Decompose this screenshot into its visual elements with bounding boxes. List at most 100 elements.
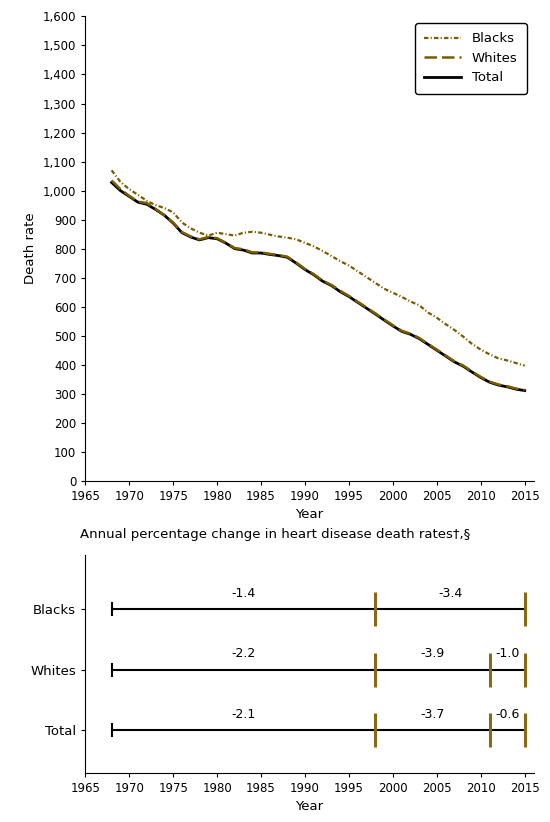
Blacks xyxy=(240,228,247,238)
Whites xyxy=(513,384,519,394)
Total xyxy=(389,321,396,330)
Total xyxy=(328,280,334,290)
Whites xyxy=(223,238,229,247)
Total xyxy=(117,186,124,196)
Line: Blacks: Blacks xyxy=(112,170,525,366)
Total xyxy=(249,248,256,258)
Whites xyxy=(284,252,291,261)
Whites xyxy=(389,321,396,330)
Total xyxy=(398,326,405,336)
Total xyxy=(363,303,370,313)
Total xyxy=(135,197,141,207)
Line: Whites: Whites xyxy=(112,181,525,390)
Total xyxy=(144,199,150,209)
Blacks xyxy=(170,207,177,217)
Whites xyxy=(416,333,422,343)
Y-axis label: Death rate: Death rate xyxy=(24,213,37,284)
Blacks xyxy=(345,261,352,270)
Blacks xyxy=(477,344,484,354)
Blacks xyxy=(328,251,334,261)
Blacks xyxy=(460,331,466,341)
Blacks xyxy=(161,203,168,213)
Text: Annual percentage change in heart disease death rates†,§: Annual percentage change in heart diseas… xyxy=(80,528,470,541)
Total xyxy=(302,265,309,275)
Whites xyxy=(293,257,300,267)
Total xyxy=(451,357,458,367)
Blacks xyxy=(433,313,440,323)
Whites xyxy=(108,176,115,186)
Total xyxy=(381,315,387,325)
Total xyxy=(214,233,221,243)
Whites xyxy=(126,191,133,201)
Whites xyxy=(363,302,370,312)
Blacks xyxy=(495,353,502,363)
Blacks xyxy=(389,288,396,298)
Total xyxy=(126,192,133,201)
Whites xyxy=(179,227,185,237)
Whites xyxy=(144,198,150,208)
Blacks xyxy=(205,231,212,241)
Whites xyxy=(258,247,265,257)
Blacks xyxy=(108,165,115,175)
Whites xyxy=(398,326,405,335)
Whites xyxy=(381,315,387,325)
Total xyxy=(170,218,177,228)
Whites xyxy=(442,350,449,360)
Total xyxy=(293,258,300,268)
Whites xyxy=(276,250,282,260)
Text: -3.9: -3.9 xyxy=(420,647,444,660)
Text: -2.2: -2.2 xyxy=(232,647,256,660)
Total xyxy=(232,244,238,254)
Blacks xyxy=(407,297,414,307)
Whites xyxy=(232,243,238,253)
Blacks xyxy=(126,184,133,194)
Blacks xyxy=(135,190,141,200)
Whites xyxy=(310,270,317,279)
Whites xyxy=(319,275,326,285)
Blacks xyxy=(117,177,124,187)
Blacks xyxy=(284,233,291,242)
Whites xyxy=(425,339,431,349)
Blacks xyxy=(451,325,458,335)
Blacks xyxy=(425,307,431,317)
X-axis label: Year: Year xyxy=(295,801,323,813)
Whites xyxy=(196,234,203,244)
Total xyxy=(337,287,343,297)
Blacks xyxy=(144,196,150,206)
Total xyxy=(310,270,317,279)
Total xyxy=(258,248,265,258)
Text: -3.7: -3.7 xyxy=(420,708,444,721)
Blacks xyxy=(188,224,194,233)
Blacks xyxy=(152,201,159,210)
Text: -0.6: -0.6 xyxy=(495,708,519,721)
Whites xyxy=(170,218,177,228)
Text: -2.1: -2.1 xyxy=(232,708,256,721)
Total xyxy=(433,345,440,355)
Whites xyxy=(486,376,493,386)
Total xyxy=(188,232,194,242)
Blacks xyxy=(249,227,256,237)
Total xyxy=(495,380,502,390)
Blacks xyxy=(486,349,493,359)
Total xyxy=(460,362,466,372)
Blacks xyxy=(416,300,422,310)
Blacks xyxy=(398,292,405,302)
Blacks xyxy=(276,232,282,242)
Blacks xyxy=(293,234,300,244)
Total xyxy=(108,178,115,187)
Total xyxy=(416,334,422,344)
Whites xyxy=(345,291,352,301)
Whites xyxy=(504,381,510,391)
Whites xyxy=(477,372,484,382)
Total xyxy=(205,233,212,242)
Blacks xyxy=(258,228,265,238)
Line: Total: Total xyxy=(112,182,525,390)
Blacks xyxy=(267,230,273,240)
Whites xyxy=(407,329,414,339)
Total xyxy=(345,292,352,302)
Whites xyxy=(249,247,256,257)
Total xyxy=(240,245,247,255)
Total xyxy=(196,235,203,245)
Total xyxy=(319,276,326,286)
Total xyxy=(513,384,519,394)
